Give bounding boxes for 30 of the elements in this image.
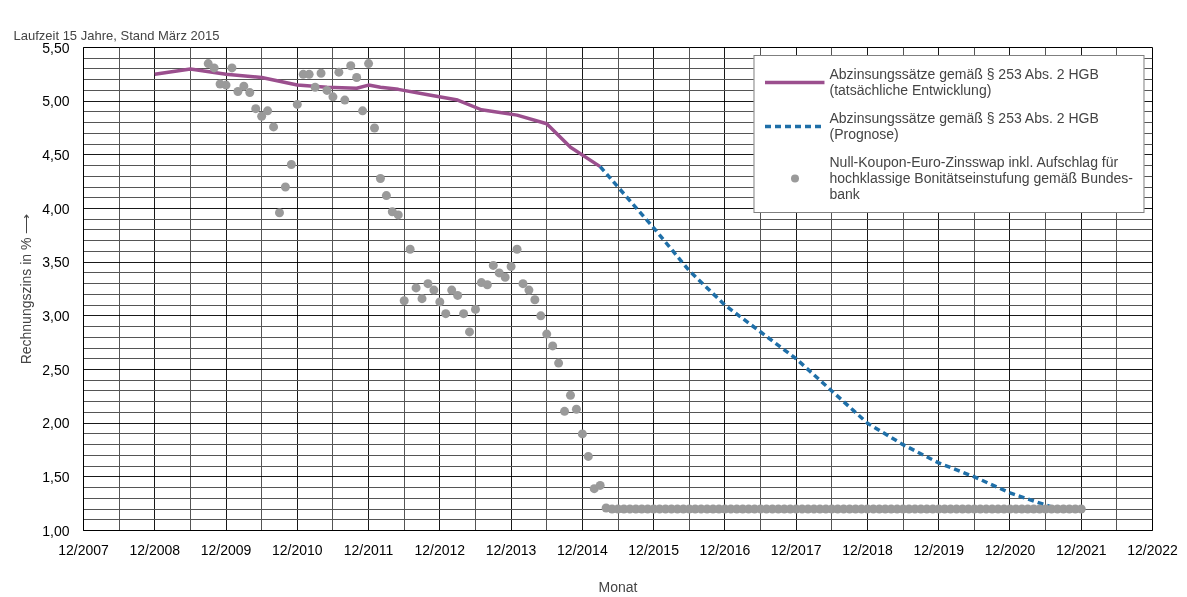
y-tick-label: 2,50 (42, 361, 70, 378)
x-tick-label: 12/2007 (58, 541, 110, 558)
x-tick-label: 12/2008 (129, 541, 181, 558)
x-tick-label: 12/2011 (343, 541, 394, 558)
x-tick-label: 12/2016 (699, 541, 751, 558)
y-tick-label: 4,50 (42, 146, 70, 163)
y-tick-label: 2,00 (42, 415, 70, 432)
legend-label: Abzinsungssätze gemäß § 253 Abs. 2 HGB (Prognose) (829, 110, 1099, 142)
x-tick-label: 12/2017 (770, 541, 822, 558)
y-tick-label: 4,00 (42, 200, 70, 217)
y-tick-label: 1,00 (42, 522, 70, 539)
x-tick-label: 12/2018 (842, 541, 893, 558)
y-tick-label: 5,00 (42, 93, 70, 110)
x-tick-label: 12/2010 (272, 541, 323, 558)
x-tick-label: 12/2015 (628, 541, 680, 558)
x-tick-label: 12/2022 (1127, 541, 1179, 558)
x-tick-label: 12/2014 (557, 541, 608, 558)
x-tick-label: 12/2009 (200, 541, 252, 558)
x-tick-label: 12/2021 (1055, 541, 1107, 558)
x-tick-label: 12/2012 (414, 541, 466, 558)
y-tick-label: 1,50 (42, 468, 70, 485)
y-axis-title: Rechnungszins in % ⟶ (18, 213, 35, 365)
legend-label: Null-Koupon-Euro-Zinsswap inkl. Aufschlag für hochklassige Bonitätseinstufung gemäß Bundes- bank (829, 154, 1133, 202)
x-tick-label: 12/2019 (913, 541, 965, 558)
y-tick-label: 3,00 (42, 307, 70, 324)
y-tick-label: 3,50 (42, 254, 70, 271)
legend-label: Abzinsungssätze gemäß § 253 Abs. 2 HGB (tatsächliche Entwicklung) (829, 66, 1099, 98)
x-axis-title: Monat (598, 578, 638, 595)
x-tick-label: 12/2020 (984, 541, 1036, 558)
x-tick-label: 12/2013 (485, 541, 537, 558)
